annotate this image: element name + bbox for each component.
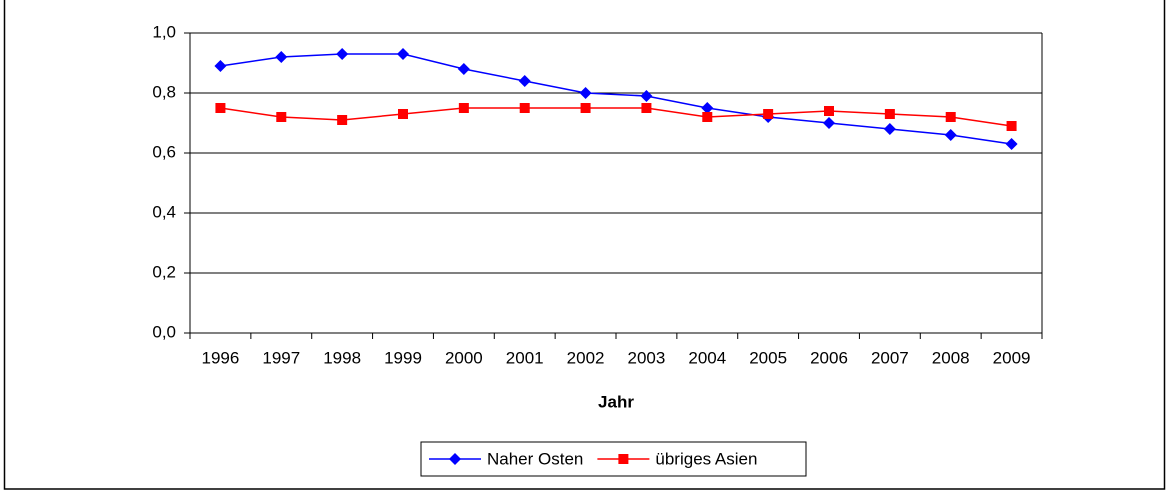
marker-square (398, 109, 408, 119)
series-line (220, 107, 1012, 127)
x-tick-label: 2004 (688, 348, 726, 367)
series-line (220, 53, 1012, 145)
y-tick-label: 0,8 (152, 82, 176, 101)
marker-square (215, 103, 226, 113)
marker-diamond (336, 48, 349, 60)
x-tick-label: 2009 (993, 348, 1031, 367)
marker-diamond (883, 123, 896, 135)
y-tick-label: 0,4 (152, 202, 176, 221)
marker-diamond (518, 75, 531, 87)
marker-diamond (823, 117, 835, 129)
marker-diamond (214, 60, 227, 72)
x-tick-label: 1996 (202, 348, 240, 367)
marker-square (824, 106, 834, 116)
y-tick-label: 0,0 (152, 322, 176, 341)
x-tick-label: 2006 (810, 348, 848, 367)
marker-square (702, 112, 713, 122)
marker-diamond (275, 51, 288, 63)
marker-square (763, 109, 774, 119)
x-tick-label: 2007 (871, 348, 909, 367)
x-axis-title: Jahr (598, 392, 634, 411)
marker-diamond (944, 129, 957, 141)
x-tick-label: 2002 (567, 348, 605, 367)
marker-square (618, 454, 629, 464)
marker-square (276, 112, 287, 122)
x-tick-label: 1998 (323, 348, 361, 367)
x-tick-label: 2003 (628, 348, 666, 367)
marker-square (337, 115, 348, 125)
marker-square (580, 103, 591, 113)
legend-label: Naher Osten (487, 449, 583, 468)
chart-frame (3, 0, 1166, 490)
marker-diamond (579, 87, 592, 99)
marker-square (641, 103, 652, 113)
marker-diamond (449, 453, 461, 465)
x-tick-label: 1997 (262, 348, 300, 367)
legend-label: übriges Asien (655, 449, 757, 468)
x-tick-label: 2008 (932, 348, 970, 367)
y-tick-label: 0,2 (152, 262, 176, 281)
x-tick-label: 1999 (384, 348, 422, 367)
marker-diamond (397, 48, 409, 60)
marker-square (1006, 121, 1017, 131)
x-tick-label: 2001 (506, 348, 544, 367)
marker-square (519, 103, 530, 113)
y-tick-label: 1,0 (152, 22, 176, 41)
marker-square (945, 112, 956, 122)
marker-square (458, 103, 469, 113)
marker-diamond (1005, 138, 1018, 150)
x-tick-label: 2000 (445, 348, 483, 367)
marker-square (884, 109, 895, 119)
marker-diamond (640, 90, 653, 102)
x-tick-label: 2005 (749, 348, 787, 367)
y-tick-label: 0,6 (152, 142, 176, 161)
marker-diamond (457, 63, 470, 75)
marker-diamond (701, 102, 714, 114)
